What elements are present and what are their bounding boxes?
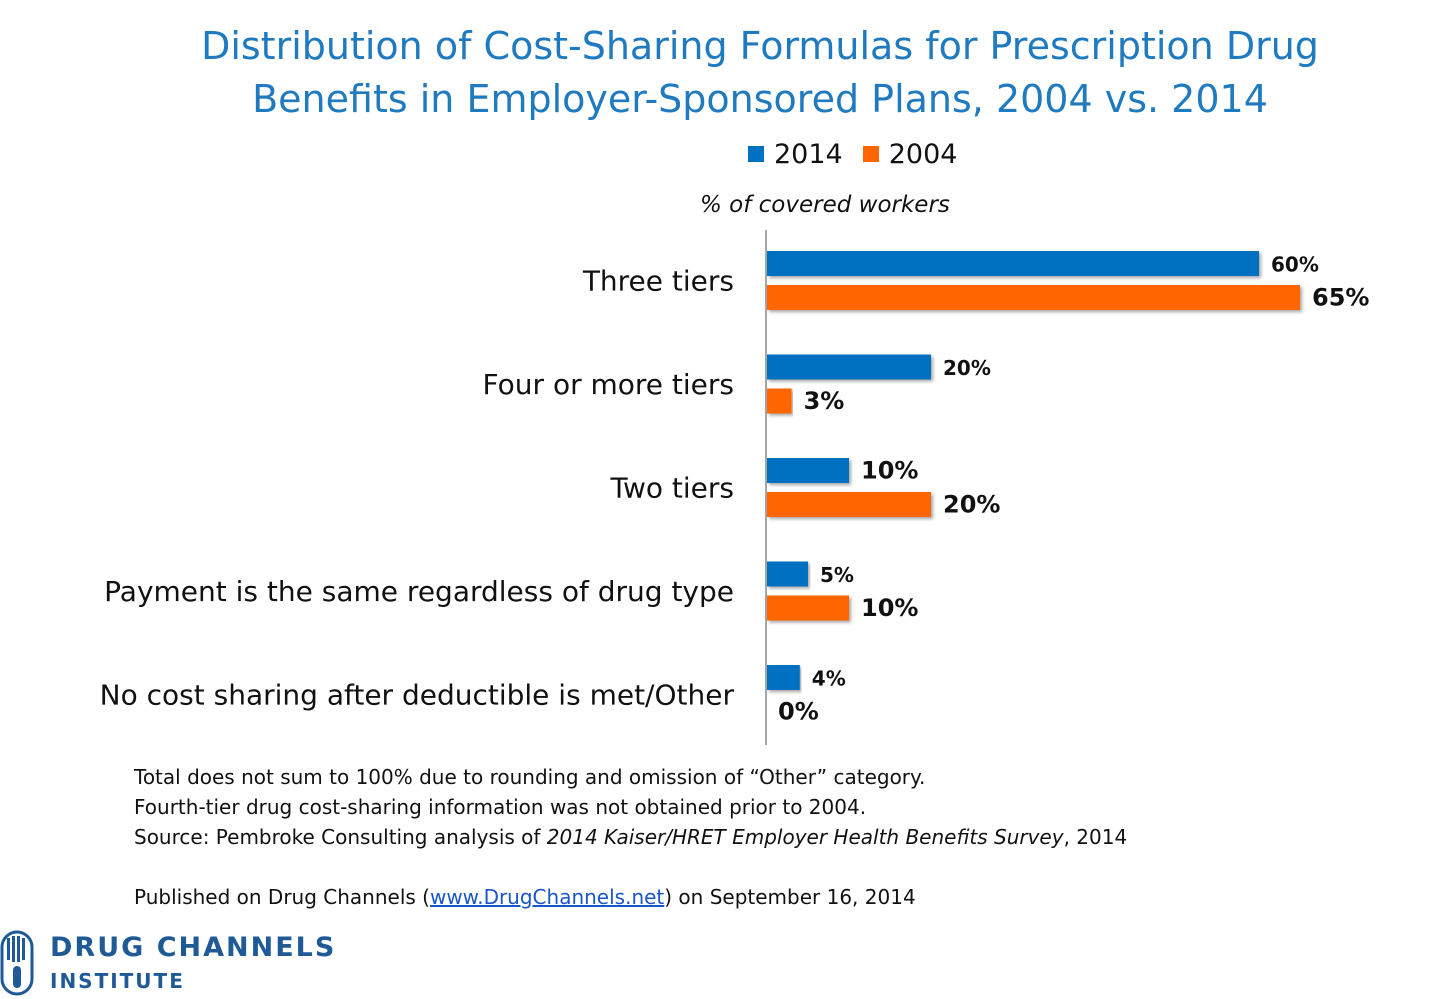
value-label-2014: 20%	[943, 356, 991, 380]
value-label-2014: 60%	[1271, 253, 1319, 277]
chart-title: Distribution of Cost-Sharing Formulas fo…	[100, 20, 1420, 126]
bar-2014	[767, 665, 800, 690]
bar-2014	[767, 354, 931, 380]
value-label-2004: 20%	[943, 491, 1000, 519]
bar-chart: Three tiers 60% 65% Four or more tiers 20% 3%…	[100, 230, 1369, 745]
source-suffix: , 2014	[1063, 825, 1128, 849]
bar-2004	[767, 388, 792, 414]
chart-title-line1: Distribution of Cost-Sharing Formulas fo…	[201, 24, 1319, 68]
value-label-2014: 5%	[820, 563, 854, 587]
bar-2004	[767, 595, 849, 621]
legend-swatch-2014	[748, 146, 764, 162]
bar-2014	[767, 561, 808, 587]
source-title: 2014 Kaiser/HRET Employer Health Benefit…	[546, 825, 1064, 849]
category-label: Four or more tiers	[483, 368, 734, 401]
legend-item-2004: 2004	[862, 138, 958, 170]
legend-swatch-2004	[862, 146, 879, 162]
legend-label-2014: 2014	[774, 138, 843, 170]
published-suffix: ) on September 16, 2014	[664, 885, 916, 909]
bar-2004	[767, 285, 1300, 310]
value-label-2004: 65%	[1312, 284, 1369, 312]
axis-caption: % of covered workers	[700, 192, 950, 218]
value-label-2004: 3%	[804, 387, 845, 415]
chart-title-line2: Benefits in Employer-Sponsored Plans, 20…	[252, 77, 1268, 121]
drug-channels-institute-logo: DRUG CHANNELS INSTITUTE	[0, 928, 340, 998]
footnote-rounding: Total does not sum to 100% due to roundi…	[134, 765, 926, 789]
value-label-2014: 4%	[812, 667, 846, 691]
value-label-2014: 10%	[861, 457, 918, 485]
bar-2004	[767, 492, 931, 517]
value-label-2004: 10%	[861, 594, 918, 622]
footnote-published: Published on Drug Channels (www.DrugChan…	[134, 882, 1127, 912]
bar-2014	[767, 458, 849, 483]
logo-text-line1: DRUG CHANNELS	[50, 932, 337, 963]
footnote-fourth-tier: Fourth-tier drug cost-sharing informatio…	[134, 795, 867, 819]
drugchannels-link[interactable]: www.DrugChannels.net	[429, 885, 665, 909]
value-label-2004: 0%	[778, 698, 819, 726]
category-label: Two tiers	[610, 472, 734, 505]
legend-label-2004: 2004	[888, 138, 958, 170]
bar-2014	[767, 251, 1259, 276]
category-label: Three tiers	[582, 265, 734, 298]
pill-capsule-icon	[0, 930, 34, 996]
legend: 2014 2004	[748, 138, 977, 170]
logo-text-line2: INSTITUTE	[50, 969, 185, 993]
source-prefix: Source: Pembroke Consulting analysis of	[134, 825, 547, 849]
category-label: No cost sharing after deductible is met/…	[100, 679, 735, 712]
category-label: Payment is the same regardless of drug t…	[104, 575, 734, 608]
footnotes: Total does not sum to 100% due to roundi…	[134, 762, 1127, 912]
published-prefix: Published on Drug Channels (	[134, 885, 430, 909]
legend-item-2014: 2014	[748, 139, 843, 170]
footnote-source: Source: Pembroke Consulting analysis of …	[134, 822, 1127, 852]
